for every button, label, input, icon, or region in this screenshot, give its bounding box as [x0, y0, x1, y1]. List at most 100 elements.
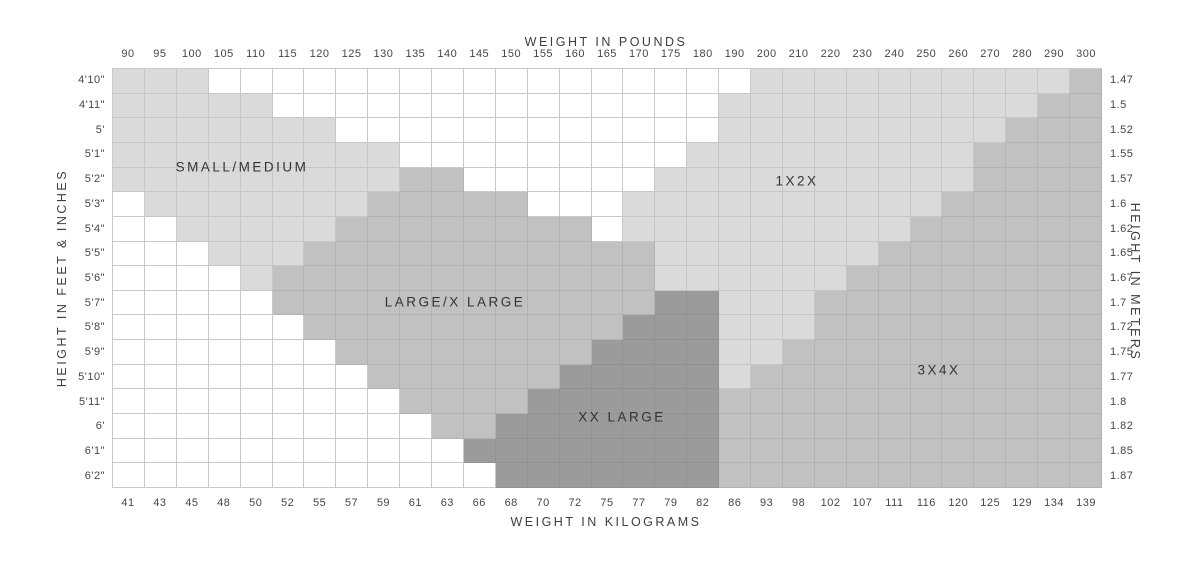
grid-cell	[1070, 414, 1102, 439]
grid-cell	[782, 315, 815, 341]
grid-cell	[846, 340, 879, 365]
meters-tick-label: 1.72	[1110, 321, 1134, 334]
grid-cell	[782, 340, 815, 365]
grid-cell	[176, 315, 209, 341]
feet-inches-tick-label: 4'11"	[78, 99, 105, 112]
kilogram-tick-label: 72	[568, 497, 582, 509]
grid-cell	[687, 69, 720, 94]
grid-cell	[1006, 241, 1039, 267]
grid-cell	[144, 118, 177, 143]
grid-cell	[176, 69, 209, 94]
grid-cell	[1070, 290, 1102, 316]
grid-cell	[719, 216, 752, 242]
pound-tick-label: 190	[724, 48, 745, 60]
grid-cell	[272, 290, 305, 316]
grid-cell	[751, 364, 783, 390]
size-chart-grid	[112, 68, 1102, 488]
grid-cell	[559, 142, 592, 168]
grid-cell	[400, 142, 433, 168]
feet-inches-tick-label: 5'6"	[84, 272, 105, 284]
grid-cell	[144, 142, 177, 168]
kilogram-tick-label: 125	[980, 497, 1001, 509]
grid-cell	[304, 142, 337, 168]
grid-cell	[655, 118, 688, 143]
grid-cell	[591, 241, 624, 267]
grid-cell	[495, 216, 528, 242]
grid-cell	[368, 192, 401, 217]
left-axis-title: HEIGHT IN FEET & INCHES	[55, 168, 69, 388]
grid-cell	[591, 438, 624, 464]
pound-tick-label: 240	[884, 48, 905, 60]
grid-cell	[463, 118, 496, 143]
grid-cell	[974, 167, 1007, 193]
grid-cell	[655, 290, 688, 316]
grid-cell	[591, 414, 624, 439]
grid-cell	[942, 290, 975, 316]
grid-cell	[878, 364, 911, 390]
grid-cell	[336, 364, 369, 390]
grid-cell	[495, 340, 528, 365]
grid-cell	[910, 315, 943, 341]
grid-cell	[878, 463, 911, 488]
grid-cell	[113, 118, 145, 143]
grid-cell	[1038, 69, 1071, 94]
pound-tick-label: 90	[121, 48, 135, 60]
grid-cell	[942, 463, 975, 488]
pound-tick-label: 280	[1012, 48, 1033, 60]
grid-cell	[591, 167, 624, 193]
grid-cell	[878, 438, 911, 464]
feet-inches-tick-label: 6'	[95, 420, 105, 433]
grid-cell	[910, 93, 943, 119]
grid-cell	[846, 142, 879, 168]
grid-cell	[974, 389, 1007, 415]
grid-cell	[878, 69, 911, 94]
grid-cell	[400, 463, 433, 488]
grid-cell	[144, 192, 177, 217]
grid-cell	[208, 364, 241, 390]
grid-cell	[336, 167, 369, 193]
meters-tick-label: 1.77	[1110, 370, 1134, 383]
grid-cell	[144, 340, 177, 365]
grid-cell	[591, 315, 624, 341]
grid-cell	[814, 463, 847, 488]
grid-cell	[432, 69, 464, 94]
grid-cell	[751, 389, 783, 415]
grid-cell	[782, 216, 815, 242]
feet-inches-tick-label: 5'	[95, 123, 105, 136]
grid-cell	[495, 364, 528, 390]
grid-cell	[846, 241, 879, 267]
grid-cell	[687, 389, 720, 415]
pound-tick-label: 140	[437, 48, 458, 60]
grid-cell	[304, 340, 337, 365]
grid-cell	[782, 167, 815, 193]
grid-cell	[144, 438, 177, 464]
grid-cell	[304, 389, 337, 415]
meters-tick-label: 1.67	[1110, 272, 1134, 284]
grid-cell	[751, 142, 783, 168]
grid-cell	[1038, 241, 1071, 267]
grid-cell	[1006, 290, 1039, 316]
grid-cell	[814, 142, 847, 168]
grid-cell	[814, 118, 847, 143]
meters-tick-label: 1.47	[1110, 74, 1134, 87]
grid-cell	[272, 192, 305, 217]
grid-cell	[1006, 118, 1039, 143]
grid-cell	[846, 118, 879, 143]
grid-cell	[176, 93, 209, 119]
grid-cell	[687, 167, 720, 193]
grid-cell	[655, 414, 688, 439]
grid-cell	[910, 364, 943, 390]
grid-cell	[751, 216, 783, 242]
grid-cell	[878, 216, 911, 242]
grid-cell	[1038, 340, 1071, 365]
grid-cell	[463, 69, 496, 94]
feet-inches-tick-label: 5'3"	[84, 197, 105, 210]
grid-cell	[559, 167, 592, 193]
grid-cell	[400, 340, 433, 365]
grid-cell	[974, 69, 1007, 94]
kilogram-tick-label: 52	[281, 497, 295, 509]
grid-cell	[974, 192, 1007, 217]
grid-cell	[655, 389, 688, 415]
grid-cell	[814, 69, 847, 94]
grid-cell	[400, 167, 433, 193]
